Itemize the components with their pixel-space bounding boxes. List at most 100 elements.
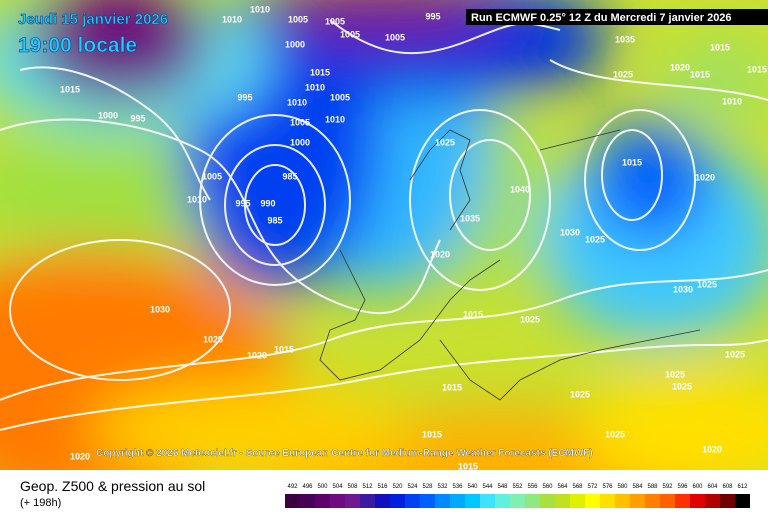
scale-swatch (540, 494, 555, 508)
isobar-label: 1020 (695, 172, 715, 182)
scale-swatch (600, 494, 615, 508)
isobar-label: 1025 (570, 389, 590, 399)
scale-label: 564 (557, 484, 568, 490)
scale-swatch (615, 494, 630, 508)
scale-label: 496 (302, 484, 313, 490)
scale-swatch (705, 494, 720, 508)
scale-label: 536 (452, 484, 463, 490)
scale-label: 584 (632, 484, 643, 490)
scale-label: 576 (602, 484, 613, 490)
scale-swatch (645, 494, 660, 508)
isobar-label: 1015 (710, 42, 730, 52)
isobar-label: 995 (237, 92, 252, 102)
scale-label: 580 (617, 484, 628, 490)
isobar-label: 990 (260, 198, 275, 208)
scale-label: 532 (437, 484, 448, 490)
isobar-label: 1025 (665, 369, 685, 379)
scale-swatch (420, 494, 435, 508)
scale-label: 548 (497, 484, 508, 490)
isobar-label: 1025 (203, 334, 223, 344)
isobar-label: 1015 (60, 84, 80, 94)
scale-swatch (330, 494, 345, 508)
scale-label: 492 (287, 484, 298, 490)
scale-label: 588 (647, 484, 658, 490)
isobar-label: 995 (235, 198, 250, 208)
scale-label: 528 (422, 484, 433, 490)
isobar-label: 985 (267, 215, 282, 225)
scale-swatch (300, 494, 315, 508)
isobar-label: 1025 (520, 314, 540, 324)
isobar-label: 1000 (285, 39, 305, 49)
date: Jeudi 15 janvier 2026 (18, 11, 168, 28)
isobar-label: 1010 (287, 97, 307, 107)
color-scale: 492 496 500 504 508 512 516 520 524 528 532 536 540 5… (285, 484, 750, 508)
scale-label: 560 (542, 484, 553, 490)
scale-label: 540 (467, 484, 478, 490)
isobar-label: 1005 (340, 29, 360, 39)
scale-label: 600 (692, 484, 703, 490)
scale-swatch (480, 494, 495, 508)
isobar-label: 1005 (385, 32, 405, 42)
scale-label: 572 (587, 484, 598, 490)
scale-label: 544 (482, 484, 493, 490)
isobar-label: 1005 (288, 14, 308, 24)
scale-swatch (465, 494, 480, 508)
scale-swatch (720, 494, 735, 508)
isobar-label: 1020 (247, 350, 267, 360)
isobar-label: 995 (425, 11, 440, 21)
isobar-label: 1025 (585, 234, 605, 244)
scale-swatch (390, 494, 405, 508)
footer-lead: (+ 198h) (20, 497, 61, 509)
scale-swatch (675, 494, 690, 508)
isobar-label: 1010 (325, 114, 345, 124)
scale-label: 592 (662, 484, 673, 490)
isobar-label: 1025 (725, 349, 745, 359)
isobar-label: 1025 (613, 69, 633, 79)
isobar-label: 1015 (622, 157, 642, 167)
scale-swatch (375, 494, 390, 508)
coastlines (319, 129, 701, 401)
isobar-label: 1035 (615, 34, 635, 44)
scale-label: 516 (377, 484, 388, 490)
isobar-label: 1040 (510, 184, 530, 194)
isobar-label: 1000 (98, 110, 118, 120)
scale-label: 500 (317, 484, 328, 490)
scale-swatch (285, 494, 300, 508)
isobar-labels: 1010 1010 1005 1005 1005 1005 995 1000 1015 1000 9… (60, 4, 767, 471)
isobar-label: 1030 (673, 284, 693, 294)
scale-label: 612 (737, 484, 748, 490)
footer-title: Geop. Z500 & pression au sol (20, 478, 205, 494)
scale-swatch (435, 494, 450, 508)
isobar-label: 1010 (250, 4, 270, 14)
isobar-label: 1010 (222, 14, 242, 24)
isobar-label: 1015 (422, 429, 442, 439)
isobar-label: 1030 (150, 304, 170, 314)
isobar-label: 1025 (672, 381, 692, 391)
scale-swatch (690, 494, 705, 508)
scale-label: 508 (347, 484, 358, 490)
scale-swatch (735, 494, 750, 508)
scale-label: 608 (722, 484, 733, 490)
isobar-label: 1015 (463, 309, 483, 319)
isobar-label: 1005 (202, 171, 222, 181)
scale-swatch (360, 494, 375, 508)
scale-swatch (525, 494, 540, 508)
scale-swatch (630, 494, 645, 508)
isobar-label: 1010 (305, 82, 325, 92)
isobar-label: 1015 (747, 64, 767, 74)
isobar-label: 1010 (187, 194, 207, 204)
isobar-label: 1005 (325, 16, 345, 26)
isobar-label: 1015 (458, 461, 478, 471)
isobar-label: 1030 (560, 227, 580, 237)
scale-swatch (315, 494, 330, 508)
scale-label: 552 (512, 484, 523, 490)
scale-swatch (345, 494, 360, 508)
isobar-label: 1020 (670, 62, 690, 72)
isobar-label: 1020 (430, 249, 450, 259)
isobar-label: 1025 (697, 279, 717, 289)
run-info: Run ECMWF 0.25° 12 Z du Mercredi 7 janvi… (471, 12, 732, 24)
scale-swatch (585, 494, 600, 508)
scale-label: 504 (332, 484, 343, 490)
